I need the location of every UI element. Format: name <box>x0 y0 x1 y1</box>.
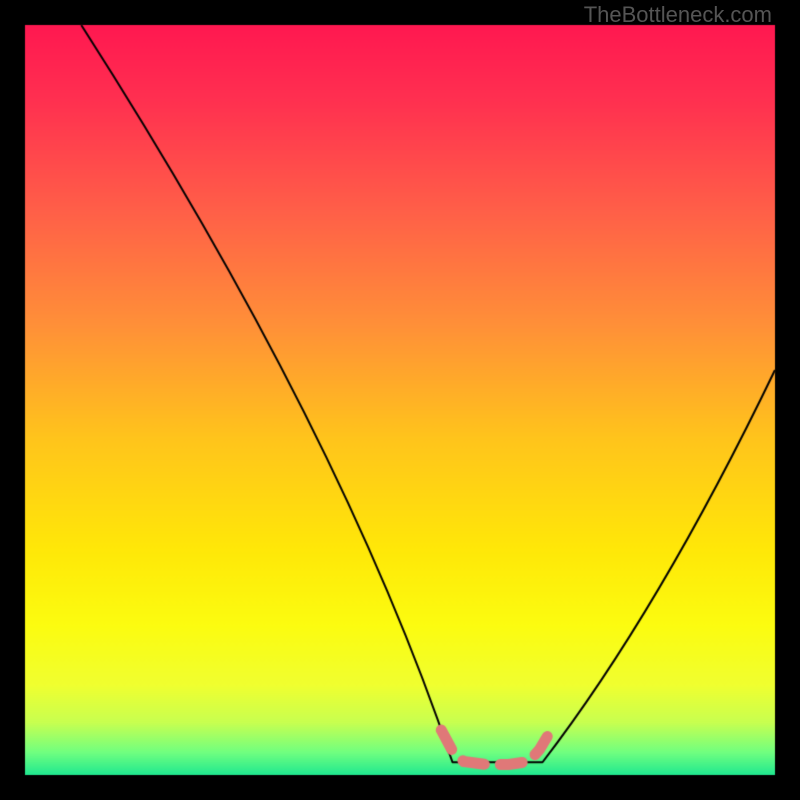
watermark-text: TheBottleneck.com <box>584 2 772 28</box>
valley-highlight <box>0 0 800 800</box>
